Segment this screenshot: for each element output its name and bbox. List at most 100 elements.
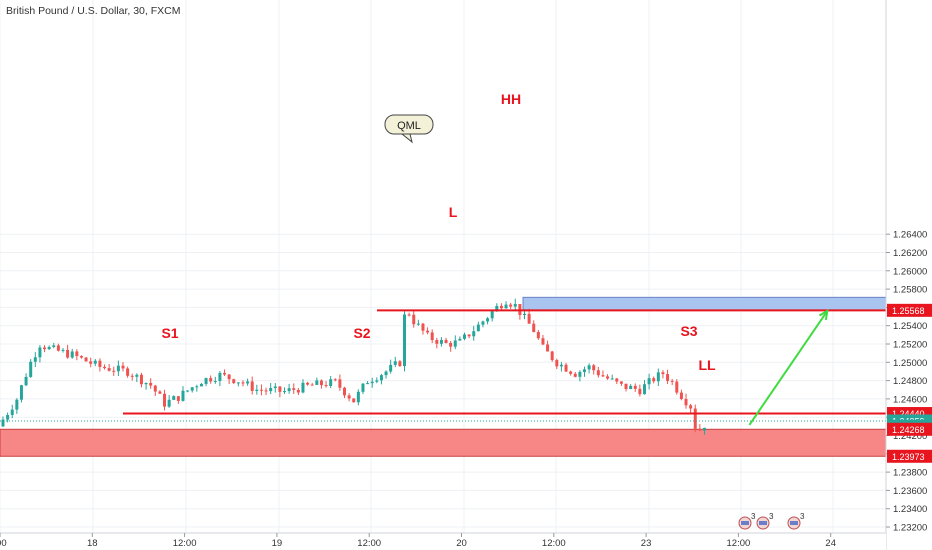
x-tick-label: 12:00 (357, 538, 381, 549)
candle (610, 374, 614, 380)
candle (52, 342, 56, 349)
candle (416, 319, 420, 326)
candle (550, 350, 554, 362)
candle (10, 404, 14, 419)
x-tick-label: 18 (87, 538, 98, 549)
candle (449, 340, 453, 352)
candle (490, 310, 494, 322)
candle (546, 340, 550, 352)
candle (426, 327, 430, 335)
candle (352, 398, 356, 403)
candle (379, 373, 383, 385)
candle (444, 337, 448, 344)
candle (439, 337, 443, 347)
event-count: 3 (769, 512, 774, 521)
candle (555, 358, 559, 370)
candle (24, 373, 28, 387)
candle (112, 366, 116, 376)
candle (227, 374, 231, 384)
candle (569, 370, 573, 376)
annotation-hh: HH (501, 91, 521, 107)
x-tick-label: 19 (272, 538, 283, 549)
candle (84, 357, 88, 362)
candle (103, 364, 107, 370)
candle (186, 390, 190, 393)
candle (463, 332, 466, 341)
candle (333, 378, 337, 382)
candle (153, 384, 157, 396)
x-tick-label: 12:00 (727, 538, 751, 549)
candle (398, 360, 402, 367)
candle (518, 303, 522, 320)
candle (370, 377, 374, 388)
x-tick-label: 12:00 (173, 538, 197, 549)
y-tick-label: 1.25400 (893, 321, 927, 332)
candle (292, 383, 296, 394)
candle (596, 366, 600, 378)
supply-zone (522, 296, 887, 311)
candle (93, 358, 97, 367)
y-tick-label: 1.24800 (893, 376, 927, 387)
event-markers[interactable]: 3 3 3 (738, 512, 805, 530)
candle (356, 389, 360, 406)
candle (513, 298, 517, 312)
candle (486, 316, 490, 325)
qml-label: QML (397, 120, 421, 132)
candle (647, 373, 651, 390)
candle (347, 393, 351, 402)
candle (675, 379, 679, 395)
x-tick-label: 12:00 (542, 538, 566, 549)
candle (541, 334, 545, 346)
candle (661, 370, 665, 379)
candle (481, 320, 485, 328)
candle (232, 378, 236, 385)
candle (176, 396, 180, 404)
candle (273, 383, 277, 393)
candle (343, 386, 347, 399)
flag-icon[interactable]: 3 (756, 512, 774, 530)
candle (269, 383, 273, 395)
candle (619, 381, 623, 386)
candle (246, 378, 250, 386)
candle (199, 383, 203, 387)
price-label-text: 1.24440 (892, 409, 925, 419)
y-tick-label: 1.25200 (893, 340, 927, 351)
price-label-text: 1.25568 (892, 306, 925, 316)
candle (89, 357, 93, 368)
candle (698, 424, 702, 431)
x-tick-label: :00 (0, 538, 7, 549)
candle (421, 322, 425, 335)
candle (15, 398, 19, 414)
candle (532, 320, 536, 333)
event-count: 3 (751, 512, 756, 521)
candle (582, 366, 586, 377)
candle (587, 363, 591, 374)
candle (158, 390, 162, 394)
candle (278, 386, 282, 398)
candle (509, 302, 513, 309)
candle (338, 374, 342, 391)
flag-icon[interactable]: 3 (738, 512, 756, 530)
annotation-l: L (449, 204, 458, 220)
candle (393, 356, 397, 368)
candle (1, 416, 5, 427)
price-axis[interactable]: 1.264001.262001.260001.258001.256001.254… (885, 0, 932, 550)
y-tick-label: 1.24200 (893, 431, 927, 442)
candle (578, 370, 582, 382)
candle (283, 387, 287, 394)
annotation-ll: LL (698, 357, 716, 373)
candle (366, 380, 370, 385)
projection-arrow[interactable] (748, 310, 829, 426)
candle (652, 376, 656, 384)
x-tick-label: 23 (641, 538, 652, 549)
candle (453, 335, 457, 350)
candle (412, 309, 416, 328)
candle (472, 325, 476, 341)
time-axis[interactable]: :00 18 12:00 19 12:00 20 12:00 23 12:00 24 (0, 532, 886, 550)
candle (476, 321, 480, 332)
flag-icon[interactable]: 3 (787, 512, 805, 530)
candle (70, 348, 74, 359)
candle (592, 363, 596, 375)
candle (218, 371, 222, 387)
